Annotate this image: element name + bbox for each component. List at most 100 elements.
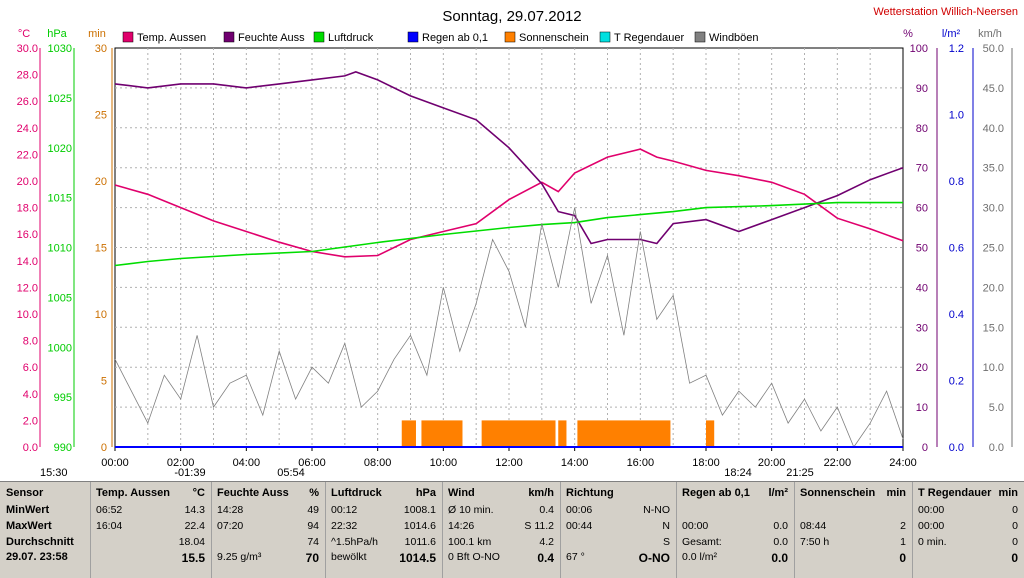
stats-value: 70 [305, 551, 319, 565]
stats-unit: % [309, 487, 319, 499]
sunshine-bar [481, 420, 556, 447]
stats-value: 4.2 [539, 536, 554, 548]
stats-panel: Sensor MinWert MaxWert Durchschnitt 29.07. 2… [0, 481, 1024, 578]
unit-label-temp: °C [18, 28, 30, 40]
sensor-row-label: MinWert [6, 504, 50, 516]
temp-tick: 16.0 [17, 229, 38, 241]
stats-col-raindur: T Regendauer min 00:00 0 00:00 0 0 min. 0 0 [912, 482, 1024, 578]
legend-label: T Regendauer [614, 32, 684, 44]
stats-row: bewölkt 1014.5 [325, 551, 442, 565]
legend-swatch [504, 31, 516, 43]
rain-tick: 0.8 [949, 176, 964, 188]
stats-time: 00:00 [682, 520, 709, 532]
stats-value: 0.4 [539, 504, 554, 516]
stats-header-row: Regen ab 0,1 l/m² [676, 487, 794, 501]
legend-swatch [223, 31, 235, 43]
legend-swatch [694, 31, 706, 43]
temp-tick: 14.0 [17, 256, 38, 268]
stats-time: 100.1 km [448, 536, 492, 548]
wind-tick: 50.0 [983, 43, 1004, 55]
minutes-tick: 5 [101, 376, 107, 388]
percent-tick: 80 [916, 123, 928, 135]
stats-time: 00:00 [918, 504, 945, 516]
stats-value: 0.4 [537, 551, 554, 565]
sunshine-bar [558, 420, 567, 447]
temp-tick: 10.0 [17, 309, 38, 321]
stats-header: T Regendauer [918, 487, 992, 499]
percent-tick: 20 [916, 362, 928, 374]
stats-col-press: Luftdruck hPa 00:12 1008.1 22:32 1014.6 ^1.5hP… [325, 482, 443, 578]
stats-time: ^1.5hPa/h [331, 536, 378, 548]
stats-value: 74 [307, 536, 319, 548]
stats-value: S [662, 536, 670, 548]
stats-row: 07:20 94 [211, 520, 325, 534]
percent-tick: 0 [922, 442, 928, 454]
stats-header-row: Luftdruck hPa [325, 487, 442, 501]
stats-row: 0 min. 0 [912, 536, 1024, 550]
wind-tick: 5.0 [989, 402, 1004, 414]
stats-value: 0.0 [773, 520, 788, 532]
stats-row: 18.04 [90, 536, 211, 550]
temp-tick: 30.0 [17, 43, 38, 55]
temp-tick: 2.0 [23, 415, 38, 427]
stats-time: 0.0 l/m² [682, 551, 718, 563]
stats-time: 9.25 g/m³ [217, 551, 262, 563]
stats-row: 9.25 g/m³ 70 [211, 551, 325, 565]
stats-value: 1008.1 [403, 504, 436, 516]
stats-time: 00:00 [918, 520, 945, 532]
stats-header: Regen ab 0,1 [682, 487, 750, 499]
stats-row: 74 [211, 536, 325, 550]
stats-time: 06:52 [96, 504, 123, 516]
stats-row: Durchschnitt [0, 536, 90, 550]
stats-row: 00:00 0.0 [676, 520, 794, 534]
stats-row: S [560, 536, 676, 550]
percent-tick: 30 [916, 322, 928, 334]
sunshine-bar [706, 420, 715, 447]
stats-value: 1011.6 [404, 536, 436, 548]
stats-time: 7:50 h [800, 536, 830, 548]
unit-label-press: hPa [47, 28, 67, 40]
x-tick: 16:00 [627, 457, 655, 469]
stats-header: Feuchte Auss [217, 487, 289, 499]
stats-value: S 11.2 [524, 520, 554, 532]
legend-label: Feuchte Auss [238, 32, 305, 44]
press-tick: 1005 [48, 292, 72, 304]
chart-title: Sonntag, 29.07.2012 [442, 8, 581, 25]
stats-time: 00:06 [566, 504, 593, 516]
stats-value: 22.4 [184, 520, 205, 532]
stats-row: ^1.5hPa/h 1011.6 [325, 536, 442, 550]
stats-time: 00:44 [566, 520, 593, 532]
stats-unit: hPa [415, 487, 436, 499]
percent-tick: 10 [916, 402, 928, 414]
stats-header-row: Sonnenschein min [794, 487, 912, 501]
stats-unit: km/h [528, 487, 554, 499]
stats-row: 16:04 22.4 [90, 520, 211, 534]
stats-time: 0 Bft O-NO [448, 551, 500, 563]
stats-unit: l/m² [768, 487, 788, 499]
unit-label-rain: l/m² [942, 28, 961, 40]
percent-tick: 60 [916, 203, 928, 215]
stats-row: 15.5 [90, 551, 211, 565]
legend-label: Sonnenschein [519, 32, 589, 44]
stats-row: Gesamt: 0.0 [676, 536, 794, 550]
stats-time: 14:26 [448, 520, 475, 532]
press-tick: 1015 [48, 193, 72, 205]
stats-row: MaxWert [0, 520, 90, 534]
wind-tick: 10.0 [983, 362, 1004, 374]
stats-row: 14:26 S 11.2 [442, 520, 560, 534]
x-tick: 04:00 [233, 457, 261, 469]
percent-tick: 100 [910, 43, 928, 55]
x-tick: 00:00 [101, 457, 129, 469]
stats-header-row: Feuchte Auss% [211, 487, 325, 501]
press-tick: 1010 [48, 243, 72, 255]
stats-value: O-NO [638, 551, 670, 565]
x-tick: 18:00 [692, 457, 720, 469]
sensor-row-label: 29.07. 23:58 [6, 551, 68, 563]
stats-row: 14:28 49 [211, 504, 325, 518]
sun-marker: 15:30 [40, 467, 68, 479]
x-tick: 02:00 [167, 457, 195, 469]
stats-row [794, 504, 912, 518]
rain-tick: 1.0 [949, 110, 964, 122]
sun-marker: 05:54 [277, 467, 305, 479]
stats-row: 67 ° O-NO [560, 551, 676, 565]
